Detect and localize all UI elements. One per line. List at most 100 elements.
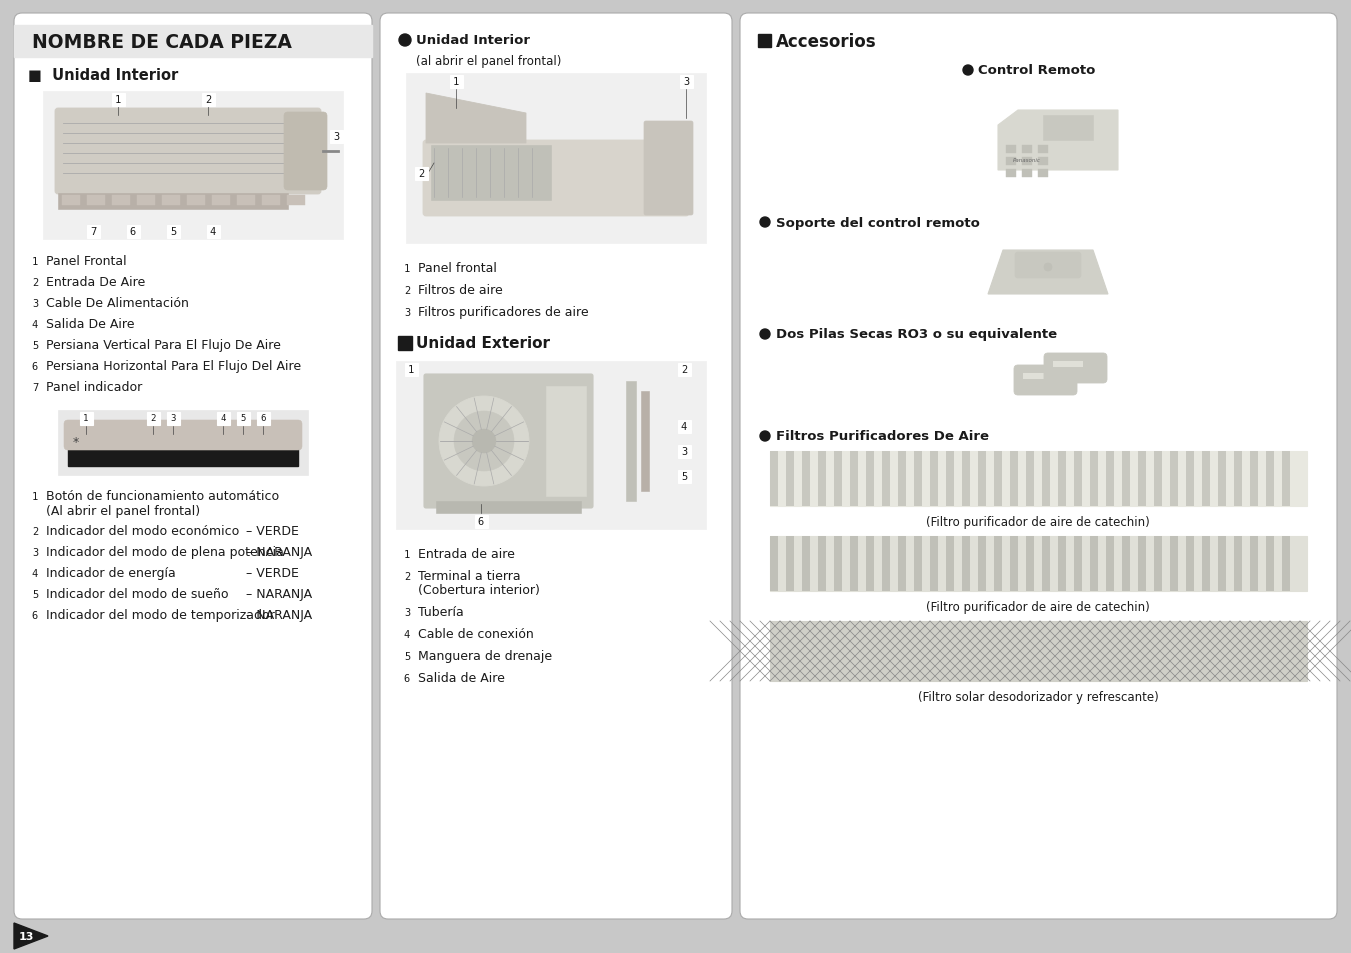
Text: 1: 1: [115, 95, 122, 105]
Bar: [677, 420, 690, 433]
Text: NOMBRE DE CADA PIEZA: NOMBRE DE CADA PIEZA: [32, 32, 292, 51]
FancyBboxPatch shape: [740, 14, 1337, 919]
Text: 2: 2: [404, 286, 411, 295]
Text: Salida De Aire: Salida De Aire: [46, 318, 135, 331]
Text: 4: 4: [681, 421, 688, 432]
Bar: [186, 195, 205, 206]
Text: Cable De Alimentación: Cable De Alimentación: [46, 297, 189, 310]
Bar: [770, 452, 778, 506]
Bar: [400, 628, 413, 640]
Text: Filtros Purificadores De Aire: Filtros Purificadores De Aire: [775, 430, 989, 443]
Bar: [146, 412, 159, 425]
Bar: [1138, 537, 1146, 592]
Text: – NARANJA: – NARANJA: [246, 588, 312, 601]
Circle shape: [471, 430, 496, 454]
Bar: [817, 452, 825, 506]
Bar: [1058, 452, 1066, 506]
Bar: [1202, 537, 1210, 592]
Text: Indicador del modo económico: Indicador del modo económico: [46, 525, 239, 537]
Bar: [898, 537, 907, 592]
Bar: [770, 452, 1306, 506]
FancyBboxPatch shape: [423, 141, 689, 216]
Bar: [1186, 452, 1194, 506]
Circle shape: [454, 412, 513, 472]
Text: 1: 1: [32, 256, 38, 267]
Text: 3: 3: [404, 308, 411, 317]
Bar: [978, 537, 986, 592]
Text: – NARANJA: – NARANJA: [246, 546, 312, 558]
Text: Soporte del control remoto: Soporte del control remoto: [775, 216, 979, 230]
Bar: [212, 195, 230, 206]
Bar: [1038, 158, 1048, 166]
Text: 13: 13: [19, 931, 34, 941]
Bar: [1006, 170, 1016, 178]
Bar: [770, 621, 1306, 681]
Bar: [677, 445, 690, 458]
Bar: [1121, 452, 1129, 506]
Bar: [330, 131, 343, 143]
Text: 5: 5: [170, 227, 176, 236]
Text: Accesorios: Accesorios: [775, 33, 877, 51]
Text: ■  Unidad Interior: ■ Unidad Interior: [28, 69, 178, 84]
Text: (al abrir el panel frontal): (al abrir el panel frontal): [416, 54, 562, 68]
Bar: [28, 525, 42, 537]
Bar: [28, 490, 42, 503]
Bar: [58, 411, 308, 476]
Text: (Filtro solar desodorizador y refrescante): (Filtro solar desodorizador y refrescant…: [917, 691, 1158, 703]
FancyBboxPatch shape: [644, 122, 693, 215]
Bar: [62, 195, 80, 206]
Text: 1: 1: [84, 414, 89, 423]
Bar: [86, 225, 100, 238]
Text: Botón de funcionamiento automático: Botón de funcionamiento automático: [46, 490, 280, 503]
Text: 1: 1: [408, 365, 415, 375]
Bar: [162, 195, 180, 206]
Bar: [994, 452, 1002, 506]
Text: Filtros purificadores de aire: Filtros purificadores de aire: [417, 306, 589, 319]
Bar: [1021, 146, 1032, 153]
Text: 5: 5: [32, 340, 38, 351]
Bar: [68, 438, 299, 467]
Bar: [677, 363, 690, 376]
Bar: [166, 225, 180, 238]
Bar: [1038, 170, 1048, 178]
Bar: [802, 452, 811, 506]
Bar: [400, 570, 413, 583]
Bar: [770, 537, 1306, 592]
Text: 4: 4: [32, 319, 38, 330]
Bar: [1219, 537, 1225, 592]
Bar: [400, 284, 413, 297]
Text: 7: 7: [91, 227, 96, 236]
Bar: [400, 262, 413, 275]
Bar: [28, 567, 42, 579]
Bar: [946, 452, 954, 506]
Bar: [640, 392, 648, 492]
Bar: [1250, 537, 1258, 592]
Text: Dos Pilas Secas RO3 o su equivalente: Dos Pilas Secas RO3 o su equivalente: [775, 328, 1056, 341]
Text: 5: 5: [240, 414, 246, 423]
Bar: [1233, 452, 1242, 506]
Text: 5: 5: [404, 651, 411, 661]
Bar: [770, 537, 1306, 592]
Bar: [1006, 146, 1016, 153]
Bar: [1154, 537, 1162, 592]
Circle shape: [761, 432, 770, 441]
Bar: [758, 35, 771, 48]
Bar: [626, 381, 636, 501]
Text: Persiana Vertical Para El Flujo De Aire: Persiana Vertical Para El Flujo De Aire: [46, 339, 281, 352]
FancyBboxPatch shape: [380, 14, 732, 919]
Bar: [1042, 452, 1050, 506]
Text: Indicador del modo de sueño: Indicador del modo de sueño: [46, 588, 228, 601]
Text: (Al abrir el panel frontal): (Al abrir el panel frontal): [46, 504, 200, 517]
Bar: [915, 452, 921, 506]
Bar: [407, 74, 707, 244]
Bar: [1042, 537, 1050, 592]
Bar: [1106, 537, 1115, 592]
Bar: [201, 93, 215, 107]
Bar: [431, 146, 551, 201]
Text: 2: 2: [417, 169, 424, 179]
Text: Filtros de aire: Filtros de aire: [417, 284, 503, 297]
FancyBboxPatch shape: [1015, 366, 1077, 395]
Bar: [1154, 452, 1162, 506]
Text: Panel indicador: Panel indicador: [46, 381, 142, 395]
Circle shape: [963, 66, 973, 76]
